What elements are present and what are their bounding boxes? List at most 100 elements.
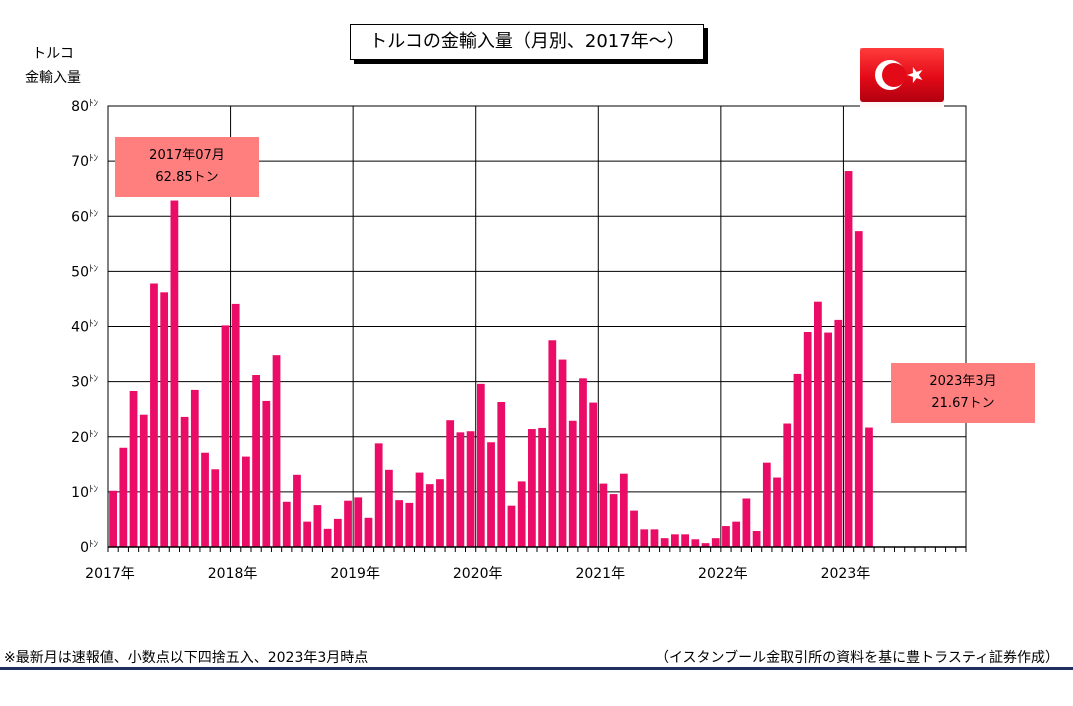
y-axis-label-line1: トルコ — [32, 46, 74, 62]
bar — [783, 423, 792, 547]
bar — [211, 469, 220, 547]
latest-callout-date: 2023年3月 — [929, 374, 997, 389]
y-tick-label: 20ﾄﾝ — [71, 430, 98, 446]
footnote: ※最新月は速報値、小数点以下四捨五入、2023年3月時点 — [4, 650, 369, 666]
source-note: （イスタンブール金取引所の資料を基に豊トラスティ証券作成） — [654, 650, 1059, 666]
bar — [630, 510, 638, 547]
bar — [773, 477, 781, 547]
bar — [579, 378, 587, 547]
bar — [599, 483, 608, 547]
bar — [385, 469, 393, 547]
bar — [854, 231, 863, 548]
bar — [425, 484, 434, 547]
bar — [119, 447, 128, 547]
bar — [691, 539, 700, 547]
y-tick-label: 80ﾄﾝ — [71, 99, 98, 115]
x-tick-label: 2019年 — [330, 566, 380, 582]
bar — [436, 479, 444, 547]
x-tick-label: 2017年 — [85, 566, 135, 582]
bar — [681, 534, 689, 547]
x-tick-label: 2020年 — [453, 566, 503, 582]
bar — [129, 390, 138, 547]
peak-callout-value: 62.85トン — [155, 170, 219, 185]
bar — [180, 416, 189, 547]
bar — [793, 373, 802, 547]
bar — [497, 402, 506, 547]
bar — [293, 474, 301, 547]
latest-callout-value: 21.67トン — [931, 396, 995, 411]
bar — [446, 420, 455, 547]
bar — [231, 303, 240, 547]
bar — [803, 332, 812, 547]
bar — [640, 529, 649, 547]
y-tick-label: 70ﾄﾝ — [71, 154, 98, 170]
bar — [252, 375, 260, 547]
x-tick-label: 2022年 — [698, 566, 748, 582]
bar — [150, 283, 158, 547]
bar — [507, 505, 516, 547]
bar — [313, 505, 322, 547]
bar — [272, 355, 281, 547]
bar — [589, 402, 598, 547]
bar — [354, 497, 363, 547]
y-tick-label: 0ﾄﾝ — [80, 540, 98, 556]
peak-callout-date: 2017年07月 — [149, 148, 225, 163]
bar — [374, 443, 383, 547]
bar — [538, 427, 546, 547]
y-tick-label: 30ﾄﾝ — [71, 375, 98, 391]
bar — [395, 500, 403, 547]
bar — [609, 494, 618, 547]
bar — [344, 500, 352, 547]
bar — [722, 526, 730, 547]
bar — [160, 292, 169, 547]
bar — [456, 432, 465, 547]
y-tick-label: 10ﾄﾝ — [71, 485, 98, 501]
bar — [242, 456, 250, 547]
bar — [190, 389, 199, 547]
chart-title: トルコの金輸入量（月別、2017年～） — [350, 24, 704, 60]
bar — [619, 473, 628, 547]
bar — [568, 420, 577, 547]
bar — [824, 332, 832, 547]
bar — [650, 529, 659, 547]
bar — [732, 521, 741, 547]
bar — [844, 171, 853, 548]
footer-divider — [0, 667, 1073, 670]
turkey-flag-icon — [860, 48, 944, 110]
bar — [476, 383, 485, 547]
x-tick-label: 2021年 — [575, 566, 625, 582]
bar — [548, 340, 557, 547]
bar — [323, 528, 332, 547]
bar — [671, 534, 679, 547]
bar — [762, 462, 771, 547]
bar — [865, 427, 873, 547]
bar — [170, 200, 179, 547]
y-tick-label: 60ﾄﾝ — [71, 209, 98, 225]
y-tick-label: 50ﾄﾝ — [71, 264, 98, 280]
bar — [701, 543, 710, 547]
bar — [558, 359, 567, 547]
bar — [752, 531, 761, 547]
bar — [405, 502, 414, 547]
y-axis-label-line2: 金輸入量 — [25, 70, 81, 86]
bar — [487, 442, 495, 547]
latest-callout: 2023年3月 21.67トン — [891, 363, 1035, 423]
bar — [333, 518, 342, 547]
bar — [742, 498, 751, 547]
y-axis-label: トルコ 金輸入量 — [18, 42, 88, 90]
y-tick-label: 40ﾄﾝ — [71, 320, 98, 336]
bar — [262, 400, 271, 547]
bar — [201, 452, 209, 547]
bar — [814, 301, 822, 547]
bar — [415, 472, 424, 547]
bar — [660, 538, 669, 547]
peak-callout: 2017年07月 62.85トン — [115, 137, 259, 197]
bar — [711, 538, 720, 547]
bar — [282, 501, 291, 547]
bar — [517, 481, 526, 547]
bar — [364, 517, 373, 547]
x-tick-label: 2018年 — [208, 566, 258, 582]
x-tick-label: 2023年 — [821, 566, 871, 582]
bar — [303, 521, 312, 547]
